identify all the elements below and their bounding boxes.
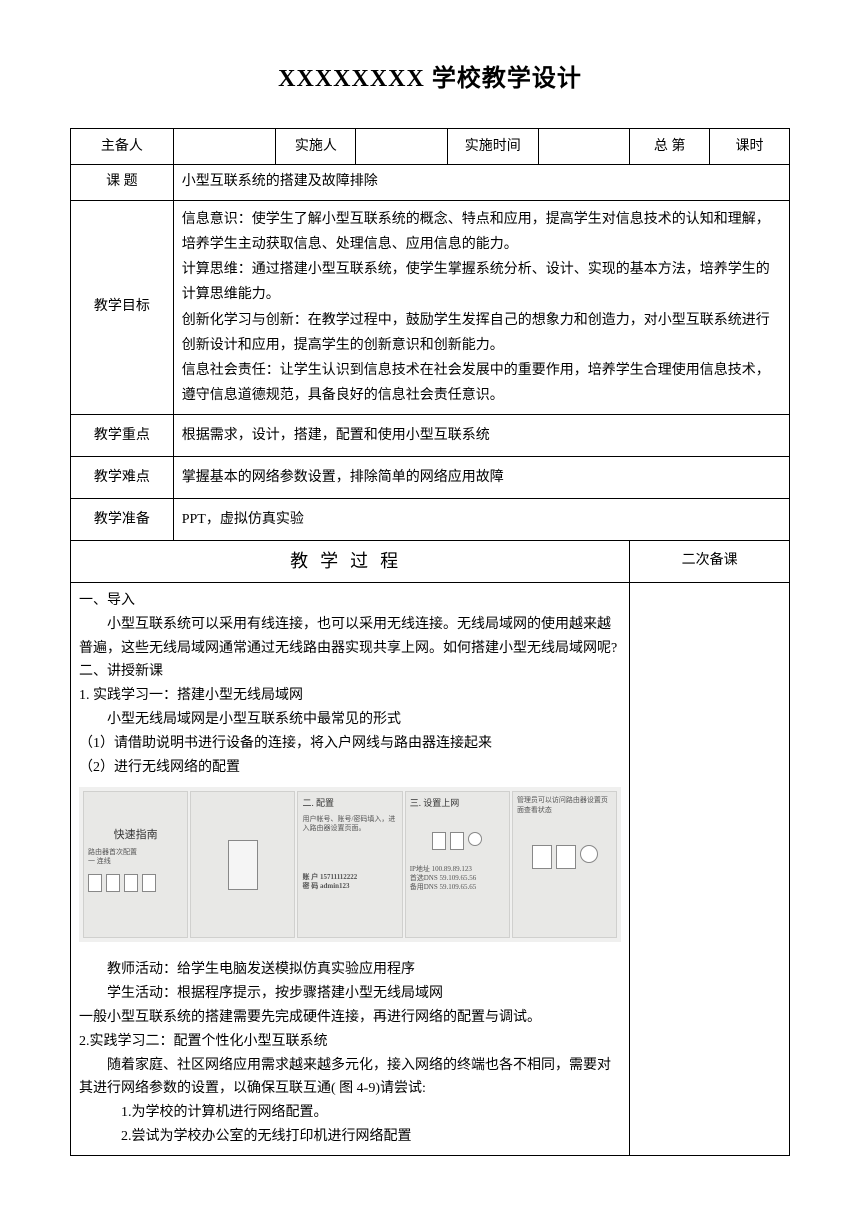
diagram-panel-1: 快速指南 路由器首次配置 一 连线 [83,791,188,938]
panel2-password: 密 码 admin123 [302,882,397,891]
panel2-account: 账 户 15711112222 [302,873,397,882]
keypoints-label: 教学重点 [71,415,174,457]
teacher-activity: 教师活动：给学生电脑发送模拟仿真实验应用程序 [79,958,621,982]
main-preparer-value [173,129,276,165]
intro-title: 一、导入 [79,589,621,613]
header-row: 主备人 实施人 实施时间 总 第 课时 [71,129,790,165]
period-label: 课时 [710,129,790,165]
page-title: XXXXXXXX 学校教学设计 [70,60,790,98]
topic-value: 小型互联系统的搭建及故障排除 [173,165,789,200]
objectives-content: 信息意识：使学生了解小型互联系统的概念、特点和应用，提高学生对信息技术的认知和理… [173,200,789,415]
implementer-label: 实施人 [276,129,356,165]
difficulties-row: 教学难点 掌握基本的网络参数设置，排除简单的网络应用故障 [71,457,790,499]
diagram-panel-2 [190,791,295,938]
difficulties-value: 掌握基本的网络参数设置，排除简单的网络应用故障 [173,457,789,499]
practice2-desc: 随着家庭、社区网络应用需求越来越多元化，接入网络的终端也各不相同，需要对其进行网… [79,1054,621,1102]
panel1-title: 快速指南 [88,826,183,845]
panel3-dns1: 首选DNS 59.109.65.56 [410,874,505,883]
process-header-row: 教学过程 二次备课 [71,541,790,583]
panel1-step: 一 连线 [88,857,183,866]
practice1-step1: （1）请借助说明书进行设备的连接，将入户网线与路由器连接起来 [79,732,621,756]
general-note: 一般小型互联系统的搭建需要先完成硬件连接，再进行网络的配置与调试。 [79,1006,621,1030]
implement-time-value [538,129,629,165]
panel3-dns2: 备用DNS 59.109.65.65 [410,883,505,892]
objectives-row: 教学目标 信息意识：使学生了解小型互联系统的概念、特点和应用，提高学生对信息技术… [71,200,790,415]
keypoints-value: 根据需求，设计，搭建，配置和使用小型互联系统 [173,415,789,457]
main-preparer-label: 主备人 [71,129,174,165]
section2-title: 二、讲授新课 [79,660,621,684]
diagram-panel-4: 三. 设置上网 IP地址 100.89.89.123 首选DNS 59.109.… [405,791,510,938]
practice1-step2: （2）进行无线网络的配置 [79,756,621,780]
topic-label: 课 题 [71,165,174,200]
panel1-sub: 路由器首次配置 [88,848,183,857]
practice2-task1: 1.为学校的计算机进行网络配置。 [79,1101,621,1125]
difficulties-label: 教学难点 [71,457,174,499]
panel3-ip: IP地址 100.89.89.123 [410,865,505,874]
secondary-notes-area [630,583,790,1156]
topic-row: 课 题 小型互联系统的搭建及故障排除 [71,165,790,200]
diagram-panel-3: 二. 配置 用户帐号、账号/密码填入，进入路由器设置页面。 账 户 157111… [297,791,402,938]
objectives-label: 教学目标 [71,200,174,415]
preparation-label: 教学准备 [71,499,174,541]
secondary-header: 二次备课 [630,541,790,583]
process-content: 一、导入 小型互联系统可以采用有线连接，也可以采用无线连接。无线局域网的使用越来… [71,583,630,1156]
router-setup-diagram: 快速指南 路由器首次配置 一 连线 二. 配置 用户帐号、账号/密码填入，进入路… [79,787,621,942]
implement-time-label: 实施时间 [447,129,538,165]
practice2-task2: 2.尝试为学校办公室的无线打印机进行网络配置 [79,1125,621,1149]
panel3-title: 三. 设置上网 [410,796,505,811]
preparation-row: 教学准备 PPT，虚拟仿真实验 [71,499,790,541]
practice1-desc: 小型无线局域网是小型互联系统中最常见的形式 [79,708,621,732]
preparation-value: PPT，虚拟仿真实验 [173,499,789,541]
intro-text: 小型互联系统可以采用有线连接，也可以采用无线连接。无线局域网的使用越来越普遍，这… [79,613,621,661]
process-header: 教学过程 [71,541,630,583]
total-label: 总 第 [630,129,710,165]
diagram-panel-5: 管理员可以访问路由器设置页面查看状态 [512,791,617,938]
lesson-plan-table: 主备人 实施人 实施时间 总 第 课时 课 题 小型互联系统的搭建及故障排除 教… [70,128,790,1155]
implementer-value [356,129,447,165]
student-activity: 学生活动：根据程序提示，按步骤搭建小型无线局域网 [79,982,621,1006]
panel2-title: 二. 配置 [302,796,397,811]
practice2-title: 2.实践学习二：配置个性化小型互联系统 [79,1030,621,1054]
keypoints-row: 教学重点 根据需求，设计，搭建，配置和使用小型互联系统 [71,415,790,457]
practice1-title: 1. 实践学习一：搭建小型无线局域网 [79,684,621,708]
content-row: 一、导入 小型互联系统可以采用有线连接，也可以采用无线连接。无线局域网的使用越来… [71,583,790,1156]
